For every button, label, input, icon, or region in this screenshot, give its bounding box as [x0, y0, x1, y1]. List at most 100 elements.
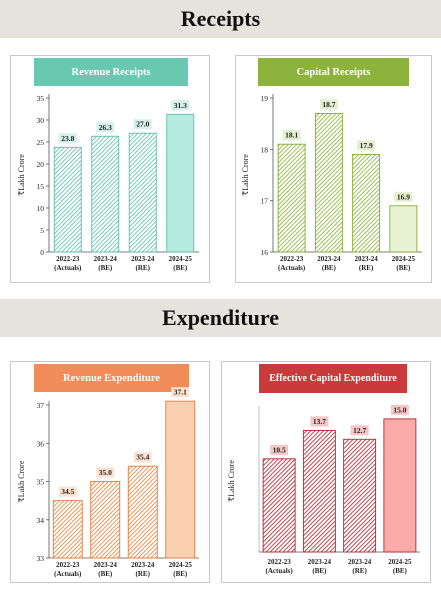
revenue-expenditure-y-axis-label: ₹Lakh Crore	[17, 460, 26, 502]
revenue-receipts-x-tick-label: 2023-24	[131, 255, 155, 263]
effective-capital-expenditure-x-tick-label: 2023-24	[348, 558, 372, 566]
capital-receipts-y-tick-label: 16	[261, 248, 269, 257]
revenue-expenditure-y-tick-label: 35	[37, 478, 45, 487]
capital-receipts-bar	[314, 112, 343, 253]
revenue-receipts-chart: 0 5 10 15 20 25 30 35 ₹Lakh Crore 23.8 2022-23(Act…	[17, 94, 199, 272]
capital-receipts-chart: 16 17 18 19 ₹Lakh Crore 18.1 2022-23(Actuals) 1…	[241, 94, 422, 272]
effective-capital-expenditure-x-tick-sublabel: (BE)	[393, 567, 408, 575]
revenue-expenditure-bar	[127, 465, 158, 559]
revenue-receipts-title: Revenue Receipts	[34, 58, 188, 86]
capital-receipts-title: Capital Receipts	[258, 58, 409, 86]
effective-capital-expenditure-data-label-bg	[270, 444, 289, 455]
expenditure-heading: Expenditure	[162, 305, 279, 330]
capital-receipts-data-label: 16.9	[397, 192, 410, 201]
revenue-expenditure-x-tick-label: 2023-24	[94, 561, 118, 569]
revenue-receipts-bar	[166, 113, 195, 253]
revenue-expenditure-data-label-bg	[96, 467, 115, 478]
effective-capital-expenditure-y-axis-label: ₹Lakh Crore	[227, 460, 236, 502]
effective-capital-expenditure-data-label-bg	[350, 425, 369, 436]
revenue-expenditure-y-tick-label: 33	[37, 554, 45, 563]
revenue-receipts-y-tick-label: 30	[37, 116, 45, 125]
capital-receipts-data-label: 18.7	[322, 100, 335, 109]
effective-capital-expenditure-data-label: 13.7	[313, 417, 326, 426]
revenue-receipts-x-tick-sublabel: (BE)	[173, 264, 188, 272]
effective-capital-expenditure-data-label: 12.7	[353, 426, 366, 435]
revenue-expenditure-x-tick-sublabel: (RE)	[136, 570, 151, 578]
effective-capital-expenditure-data-label-bg	[310, 416, 329, 427]
revenue-expenditure-x-tick-sublabel: (Actuals)	[54, 570, 82, 578]
capital-receipts-data-label-bg	[319, 99, 338, 110]
effective-capital-expenditure-x-tick-label: 2024-25	[388, 558, 412, 566]
revenue-expenditure-data-label-bg	[171, 387, 190, 398]
effective-capital-expenditure-title: Effective Capital Expenditure	[259, 364, 407, 393]
effective-capital-expenditure-bar	[383, 418, 417, 553]
capital-receipts-y-tick-label: 19	[261, 94, 269, 103]
capital-receipts-data-label-bg	[357, 140, 376, 151]
capital-receipts-data-label: 17.9	[360, 141, 373, 150]
revenue-receipts-y-tick-label: 25	[37, 138, 45, 147]
capital-receipts-data-label-bg	[394, 191, 413, 202]
capital-receipts-y-tick-label: 17	[261, 197, 269, 206]
effective-capital-expenditure-data-label: 10.5	[273, 445, 286, 454]
revenue-receipts-data-label: 26.3	[99, 123, 112, 132]
revenue-receipts-bar	[128, 132, 157, 253]
revenue-receipts-data-label: 23.8	[61, 134, 74, 143]
revenue-receipts-x-tick-sublabel: (BE)	[98, 264, 113, 272]
capital-receipts-x-tick-label: 2024-25	[392, 255, 416, 263]
revenue-expenditure-x-tick-label: 2024-25	[169, 561, 193, 569]
revenue-receipts-x-tick-label: 2022-23	[56, 255, 80, 263]
effective-capital-expenditure-bar	[343, 438, 377, 553]
effective-capital-expenditure-x-tick-sublabel: (BE)	[312, 567, 327, 575]
revenue-expenditure-bar	[90, 481, 121, 559]
effective-capital-expenditure-panel: Effective Capital Expenditure ₹Lakh Cror…	[221, 361, 431, 583]
receipts-heading: Receipts	[180, 6, 261, 31]
revenue-expenditure-data-label: 37.1	[174, 388, 187, 397]
revenue-expenditure-data-label-bg	[133, 452, 152, 463]
capital-receipts-data-label-bg	[282, 130, 301, 141]
revenue-receipts-x-tick-label: 2023-24	[94, 255, 118, 263]
revenue-expenditure-panel: Revenue Expenditure 33 34 35 36 37 ₹Lakh Cror…	[10, 361, 210, 583]
capital-receipts-y-axis-label: ₹Lakh Crore	[241, 154, 250, 196]
revenue-expenditure-x-tick-sublabel: (BE)	[98, 570, 113, 578]
revenue-receipts-y-tick-label: 5	[40, 226, 44, 235]
effective-capital-expenditure-x-tick-sublabel: (Actuals)	[266, 567, 294, 575]
revenue-expenditure-title: Revenue Expenditure	[34, 364, 189, 392]
revenue-receipts-x-tick-label: 2024-25	[169, 255, 193, 263]
capital-receipts-panel: Capital Receipts 16 17 18 19 ₹Lakh Crore 18.1…	[235, 55, 432, 283]
revenue-expenditure-data-label: 35.4	[136, 453, 149, 462]
revenue-expenditure-y-tick-label: 37	[37, 401, 45, 410]
capital-receipts-bar	[277, 143, 306, 253]
effective-capital-expenditure-data-label: 15.0	[393, 405, 406, 414]
revenue-receipts-x-tick-sublabel: (Actuals)	[54, 264, 82, 272]
revenue-receipts-bar	[53, 146, 82, 253]
effective-capital-expenditure-x-tick-label: 2023-24	[308, 558, 332, 566]
receipts-section-header: Receipts	[0, 0, 441, 38]
effective-capital-expenditure-data-label-bg	[390, 404, 409, 415]
revenue-expenditure-data-label: 34.5	[61, 487, 74, 496]
capital-receipts-data-label: 18.1	[285, 131, 298, 140]
capital-receipts-x-tick-label: 2023-24	[317, 255, 341, 263]
revenue-receipts-x-tick-sublabel: (RE)	[136, 264, 151, 272]
effective-capital-expenditure-x-tick-sublabel: (RE)	[352, 567, 367, 575]
effective-capital-expenditure-bar	[302, 429, 336, 553]
revenue-expenditure-x-tick-label: 2023-24	[131, 561, 155, 569]
revenue-receipts-panel: Revenue Receipts 0 5 10 15 20 25 30 35 ₹Lakh Cro…	[10, 55, 210, 283]
capital-receipts-x-tick-sublabel: (Actuals)	[278, 264, 306, 272]
revenue-expenditure-data-label: 35.0	[99, 468, 112, 477]
revenue-expenditure-data-label-bg	[58, 486, 77, 497]
capital-receipts-y-tick-label: 18	[261, 145, 269, 154]
revenue-receipts-data-label: 27.0	[136, 120, 149, 129]
revenue-expenditure-x-tick-label: 2022-23	[56, 561, 80, 569]
capital-receipts-bar	[389, 205, 418, 253]
effective-capital-expenditure-bar	[262, 458, 296, 553]
revenue-receipts-y-tick-label: 20	[37, 160, 45, 169]
revenue-expenditure-x-tick-sublabel: (BE)	[173, 570, 188, 578]
revenue-receipts-data-label-bg	[133, 119, 152, 130]
revenue-receipts-data-label-bg	[96, 122, 115, 133]
revenue-receipts-y-axis-label: ₹Lakh Crore	[17, 154, 26, 196]
capital-receipts-x-tick-sublabel: (RE)	[359, 264, 374, 272]
revenue-receipts-y-tick-label: 15	[37, 182, 45, 191]
revenue-receipts-y-tick-label: 0	[40, 248, 44, 257]
revenue-expenditure-chart: 33 34 35 36 37 ₹Lakh Crore 34.5 2022-23(Actuals…	[17, 387, 199, 578]
revenue-receipts-data-label-bg	[58, 133, 77, 144]
